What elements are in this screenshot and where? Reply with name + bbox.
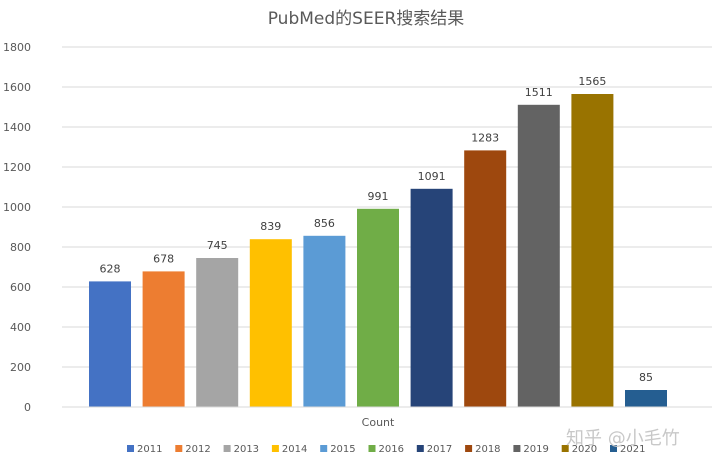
legend-swatch-2016 bbox=[368, 445, 376, 452]
bar-2014 bbox=[249, 239, 292, 407]
bar-2013 bbox=[196, 258, 239, 407]
bar-2011 bbox=[89, 281, 131, 407]
data-label-2013: 745 bbox=[207, 239, 228, 252]
y-tick-label: 1200 bbox=[3, 161, 31, 174]
x-axis-category-label: Count bbox=[362, 416, 395, 429]
y-axis-tick-labels: 0 200 400 600 800 1000 1200 1400 1600 1800 bbox=[3, 41, 31, 414]
y-tick-label: 1600 bbox=[3, 81, 31, 94]
bar-2016 bbox=[357, 208, 399, 407]
data-label-2019: 1511 bbox=[525, 86, 553, 99]
data-label-2021: 85 bbox=[639, 371, 653, 384]
data-label-2014: 839 bbox=[260, 220, 281, 233]
legend-label-2013: 2013 bbox=[234, 444, 259, 455]
legend-swatch-2014 bbox=[271, 445, 279, 452]
y-tick-label: 600 bbox=[10, 281, 31, 294]
legend-swatch-2018 bbox=[465, 445, 473, 452]
legend-swatch-2021 bbox=[610, 445, 617, 452]
legend-label-2017: 2017 bbox=[427, 444, 452, 455]
legend: 2011 2012 2013 2014 2015 2016 2017 2018 2019 2020… bbox=[127, 444, 645, 455]
watermark: 知乎 @小毛竹 bbox=[566, 428, 680, 449]
legend-swatch-2020 bbox=[561, 445, 569, 452]
legend-swatch-2013 bbox=[223, 445, 231, 452]
legend-swatch-2011 bbox=[127, 445, 134, 452]
legend-label-2019: 2019 bbox=[523, 444, 548, 455]
data-label-2012: 678 bbox=[153, 252, 174, 265]
bar-2019 bbox=[517, 104, 560, 408]
bar-2021 bbox=[625, 390, 667, 407]
legend-label-2016: 2016 bbox=[379, 444, 404, 455]
legend-swatch-2019 bbox=[513, 445, 521, 452]
legend-label-2014: 2014 bbox=[282, 444, 307, 455]
data-label-2018: 1283 bbox=[471, 131, 499, 144]
data-label-2011: 628 bbox=[100, 262, 121, 275]
data-label-2015: 856 bbox=[314, 217, 335, 230]
y-tick-label: 1800 bbox=[3, 41, 31, 54]
legend-label-2015: 2015 bbox=[330, 444, 355, 455]
bar-2012 bbox=[142, 271, 185, 407]
y-tick-label: 800 bbox=[10, 241, 31, 254]
chart-title: PubMed的SEER搜索结果 bbox=[268, 9, 465, 29]
legend-label-2021: 2021 bbox=[620, 444, 645, 455]
legend-label-2012: 2012 bbox=[185, 444, 210, 455]
bar-2015 bbox=[303, 235, 346, 407]
data-label-2016: 991 bbox=[368, 190, 389, 203]
bars bbox=[89, 94, 667, 408]
y-tick-label: 400 bbox=[10, 321, 31, 334]
y-tick-label: 1000 bbox=[3, 201, 31, 214]
bar-2017 bbox=[410, 188, 453, 407]
data-label-2017: 1091 bbox=[418, 170, 446, 183]
bar-2018 bbox=[464, 150, 507, 407]
y-tick-label: 1400 bbox=[3, 121, 31, 134]
y-tick-label: 0 bbox=[24, 401, 31, 414]
legend-label-2011: 2011 bbox=[137, 444, 162, 455]
bar-2020 bbox=[571, 94, 614, 407]
legend-label-2020: 2020 bbox=[572, 444, 597, 455]
legend-swatch-2015 bbox=[320, 445, 328, 452]
legend-swatch-2017 bbox=[416, 445, 424, 452]
y-tick-label: 200 bbox=[10, 361, 31, 374]
data-labels: 628 678 745 839 856 991 1091 1283 1511 1565 85 bbox=[100, 75, 654, 384]
legend-label-2018: 2018 bbox=[475, 444, 500, 455]
legend-swatch-2012 bbox=[175, 445, 183, 452]
data-label-2020: 1565 bbox=[578, 75, 606, 88]
